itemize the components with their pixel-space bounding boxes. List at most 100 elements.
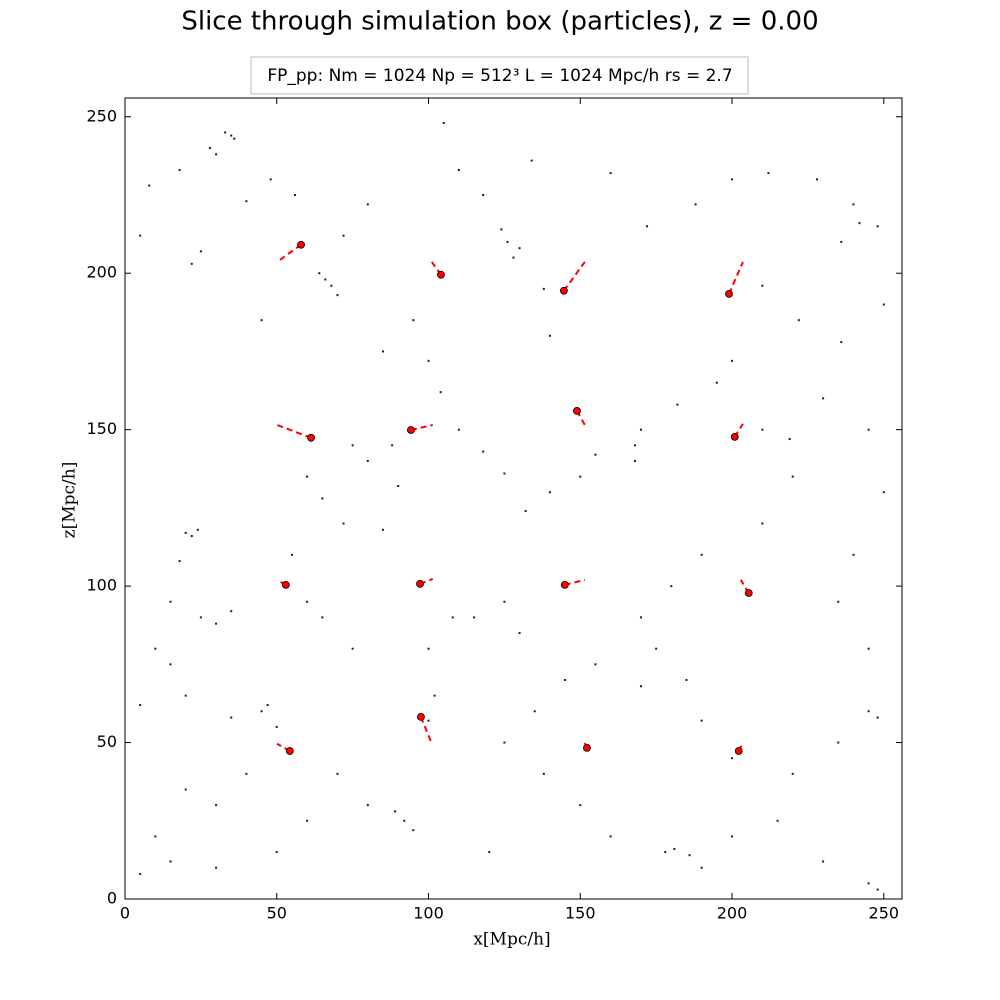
particle [451,616,454,619]
x-tick-label: 100 [413,904,444,923]
halo [725,289,733,298]
particle [731,359,734,362]
particle [761,428,764,431]
y-tick-label: 50 [97,732,117,751]
particle [215,153,218,156]
particle [169,600,172,603]
particle [269,178,272,181]
particle [169,860,172,863]
particle [318,272,321,275]
particle [633,444,636,447]
particle [876,225,879,228]
particle [233,137,236,140]
particle [655,647,658,650]
particle [196,528,199,531]
particle [336,772,339,775]
particle [473,616,476,619]
particle [673,847,676,850]
particle [867,710,870,713]
particle [342,234,345,237]
particle [639,428,642,431]
particle [876,716,879,719]
particle [512,256,515,259]
particle [190,262,193,265]
annotation-box [250,56,749,95]
particle [867,882,870,885]
particle [139,704,142,707]
particle [306,600,309,603]
particle [178,168,181,171]
x-tick-label: 250 [869,904,900,923]
particle [670,585,673,588]
track [276,424,312,439]
particle [822,860,825,863]
particle [609,172,612,175]
y-tick-label: 150 [86,419,117,438]
particle [199,250,202,253]
x-tick-label: 150 [565,904,596,923]
particle [245,772,248,775]
track [276,243,302,263]
particle [139,872,142,875]
particle [433,694,436,697]
particle [715,381,718,384]
particle [518,247,521,250]
particle [215,804,218,807]
particle [858,222,861,225]
particle [260,710,263,713]
particle [199,616,202,619]
particle [321,497,324,500]
particle [500,228,503,231]
particle [731,757,734,760]
particle [266,704,269,707]
track [563,261,586,292]
particle [776,819,779,822]
particle [139,234,142,237]
particle [306,475,309,478]
particle [731,178,734,181]
halo [437,270,445,279]
particle [394,810,397,813]
particle [503,600,506,603]
particle [306,819,309,822]
particle [381,528,384,531]
particle [230,716,233,719]
particle [184,531,187,534]
particle [184,694,187,697]
particle [694,203,697,206]
particle [840,240,843,243]
particle [208,147,211,150]
particle [503,472,506,475]
halo [583,743,591,752]
particle [293,193,296,196]
halo [573,406,581,415]
particle [215,866,218,869]
halo [417,712,425,721]
particle [633,459,636,462]
particle [260,319,263,322]
particle [224,131,227,134]
particle [442,122,445,125]
particle [852,203,855,206]
particle [245,200,248,203]
particle [457,428,460,431]
x-axis-label: x[Mpc/h] [473,930,550,950]
particle [503,741,506,744]
particle [876,888,879,891]
y-tick-label: 100 [86,576,117,595]
particle [506,240,509,243]
particle [579,804,582,807]
halo [744,589,753,597]
particle [639,616,642,619]
halo [297,240,305,249]
particle [700,866,703,869]
particle [366,804,369,807]
particle [579,475,582,478]
particle [184,788,187,791]
particle [412,319,415,322]
particle [324,278,327,281]
particle [731,835,734,838]
particle [366,203,369,206]
particle [639,685,642,688]
